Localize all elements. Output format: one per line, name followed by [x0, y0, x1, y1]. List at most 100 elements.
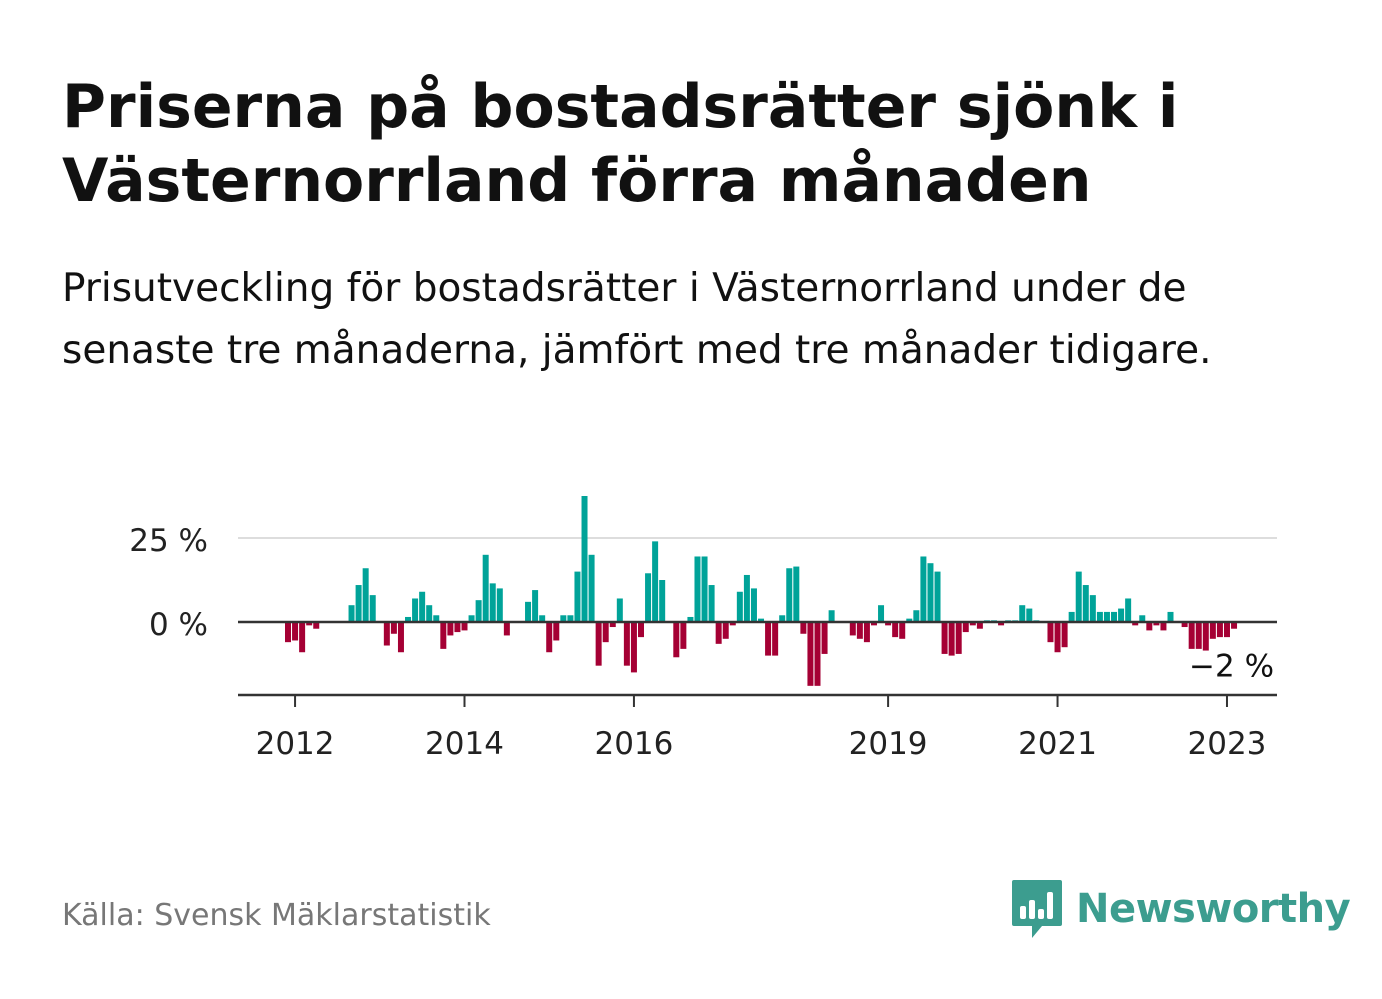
- bar: [758, 618, 765, 622]
- bar: [998, 622, 1005, 626]
- bar: [913, 610, 920, 622]
- bar: [969, 622, 976, 626]
- bar: [602, 622, 609, 643]
- chart-title: Priserna på bostadsrätter sjönk i Väster…: [62, 72, 1179, 216]
- bar: [722, 622, 729, 639]
- bar: [532, 590, 539, 622]
- bar: [419, 591, 426, 622]
- x-tick-label: 2014: [425, 726, 504, 762]
- bar: [383, 622, 390, 646]
- bar: [482, 554, 489, 622]
- bar: [638, 622, 644, 638]
- bar: [1075, 571, 1082, 622]
- bar: [1047, 622, 1054, 643]
- bar: [920, 556, 927, 622]
- bar: [1019, 605, 1026, 622]
- bar: [659, 580, 666, 622]
- bar: [525, 601, 532, 622]
- bar: [849, 622, 856, 636]
- bar: [285, 622, 291, 643]
- bar: [348, 605, 355, 622]
- bar: [927, 563, 934, 622]
- bar: [369, 595, 376, 622]
- bar: [616, 598, 623, 622]
- bar: [736, 591, 743, 622]
- bar: [630, 622, 637, 673]
- bar: [694, 556, 701, 622]
- bar: [560, 615, 567, 622]
- bar: [405, 616, 412, 622]
- bar-chart: 0 % 25 % 2012 2014 2016 2019 2021 2023 −2 %: [129, 496, 1277, 762]
- bar: [1202, 622, 1209, 651]
- bar: [539, 615, 546, 622]
- bar: [828, 610, 835, 622]
- bar: [878, 605, 885, 622]
- bar: [1209, 622, 1216, 639]
- bar: [1181, 622, 1188, 628]
- x-tick-label: 2012: [256, 726, 335, 762]
- bar: [468, 615, 475, 622]
- bar: [976, 622, 983, 629]
- bar: [715, 622, 722, 644]
- bar: [426, 605, 433, 622]
- bar: [885, 622, 892, 626]
- bar: [856, 622, 863, 639]
- bar: [292, 622, 299, 641]
- bar: [461, 622, 468, 631]
- bar: [892, 622, 899, 638]
- bar: [412, 598, 419, 622]
- source-note: Källa: Svensk Mäklarstatistik: [62, 898, 491, 933]
- bar: [306, 622, 313, 626]
- bar: [948, 622, 955, 656]
- bar: [1118, 608, 1125, 622]
- bar: [708, 585, 715, 622]
- bar: [567, 615, 574, 622]
- bar: [729, 622, 736, 626]
- brand-name: Newsworthy: [1076, 886, 1351, 932]
- bar: [687, 616, 694, 622]
- bar: [807, 622, 814, 686]
- bar: [503, 622, 510, 636]
- bar: [553, 622, 560, 641]
- bar: [581, 496, 588, 622]
- bar: [609, 622, 616, 628]
- bar: [680, 622, 687, 649]
- bar: [1139, 615, 1146, 622]
- bar: [1089, 595, 1096, 622]
- bar: [962, 622, 969, 633]
- bar: [750, 588, 757, 622]
- bar: [934, 571, 941, 622]
- last-value-annotation: −2 %: [1189, 649, 1274, 685]
- bar: [496, 588, 503, 622]
- bar: [1231, 622, 1238, 629]
- bar: [1054, 622, 1061, 653]
- bar: [1223, 622, 1230, 638]
- bar: [623, 622, 630, 666]
- bar: [1195, 622, 1202, 649]
- bar: [546, 622, 553, 653]
- bar-chart-speech-bubble-icon: [1012, 880, 1062, 938]
- bar: [1096, 611, 1103, 622]
- bar: [793, 566, 800, 622]
- bar: [397, 622, 404, 653]
- bar: [355, 585, 362, 622]
- bar: [1068, 611, 1075, 622]
- bar: [870, 622, 877, 626]
- bar: [1160, 622, 1167, 631]
- bar: [814, 622, 821, 686]
- bar: [821, 622, 828, 654]
- bar: [673, 622, 680, 658]
- bar: [1146, 622, 1153, 631]
- bar: [1082, 585, 1089, 622]
- bar: [489, 583, 496, 622]
- bar: [652, 541, 659, 622]
- axes: [238, 620, 1277, 707]
- bar: [779, 615, 786, 622]
- bar: [475, 600, 482, 622]
- bar: [588, 554, 595, 622]
- bar: [772, 622, 779, 656]
- bar: [390, 622, 397, 634]
- bar: [313, 622, 320, 629]
- labels: 0 % 25 % 2012 2014 2016 2019 2021 2023 −2 %: [129, 523, 1274, 762]
- x-tick-label: 2021: [1018, 726, 1097, 762]
